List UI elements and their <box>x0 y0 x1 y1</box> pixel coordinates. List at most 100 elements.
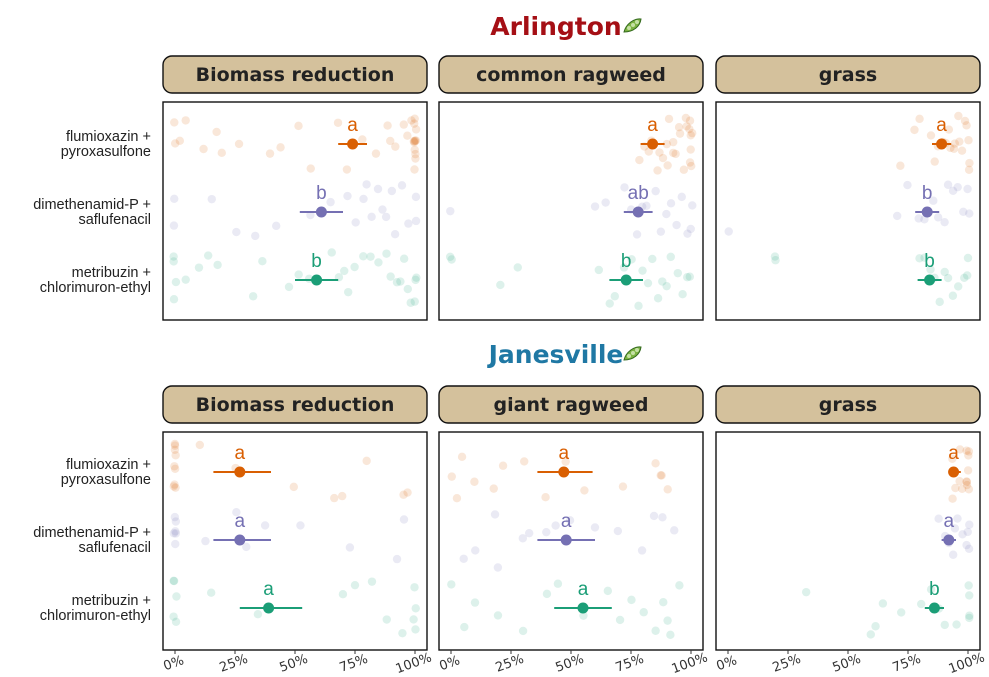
soybean-bean <box>631 23 635 27</box>
data-point <box>651 459 660 468</box>
data-point <box>643 278 653 288</box>
data-point <box>373 184 383 194</box>
data-point <box>409 137 419 146</box>
data-point <box>686 161 696 171</box>
significance-letter: a <box>347 115 358 136</box>
data-point <box>410 138 419 147</box>
data-point <box>926 131 936 140</box>
data-point <box>964 581 973 590</box>
data-point <box>638 266 647 275</box>
data-point <box>333 118 343 127</box>
data-point <box>294 121 303 131</box>
data-point <box>169 257 178 266</box>
data-point <box>520 457 529 466</box>
data-point <box>662 281 671 291</box>
data-point <box>642 201 651 211</box>
site-title: Janesville <box>487 340 624 369</box>
data-point <box>446 206 455 216</box>
data-point <box>963 271 972 280</box>
data-point <box>965 209 974 218</box>
data-point <box>351 218 360 227</box>
facet-strip-label: grass <box>819 394 877 416</box>
data-point <box>406 298 415 307</box>
data-point <box>601 198 610 207</box>
data-point <box>296 521 305 530</box>
data-point <box>933 213 943 222</box>
data-point <box>649 511 659 521</box>
data-point <box>964 544 974 554</box>
significance-letter: a <box>235 443 246 464</box>
data-point <box>605 299 614 308</box>
data-point <box>662 209 671 219</box>
facet-strip-label: Biomass reduction <box>196 64 395 86</box>
y-tick-line: dimethenamid-P + <box>33 525 151 541</box>
data-point <box>962 446 971 455</box>
facet-strip-label: giant ragweed <box>494 394 649 416</box>
data-point <box>964 485 974 494</box>
data-point <box>399 120 408 129</box>
y-tick-label: metribuzin + chlorimuron-ethyl <box>40 593 151 624</box>
data-point <box>170 462 179 471</box>
data-point <box>171 529 181 538</box>
data-point <box>683 272 692 282</box>
y-tick-line: saflufenacil <box>78 212 151 228</box>
data-point <box>378 205 387 214</box>
mean-point <box>936 138 948 150</box>
data-point <box>664 114 674 124</box>
soybean-bean <box>627 354 631 358</box>
data-point <box>627 255 636 264</box>
mean-point <box>234 534 246 546</box>
data-point <box>350 262 359 272</box>
data-point <box>590 202 600 211</box>
panel-frame <box>438 101 704 321</box>
data-point <box>272 221 281 231</box>
data-point <box>330 493 339 503</box>
data-point <box>940 267 949 277</box>
data-point <box>948 550 958 559</box>
data-point <box>470 477 479 486</box>
data-point <box>685 158 695 167</box>
data-point <box>637 546 647 555</box>
data-point <box>639 608 648 617</box>
data-point <box>964 165 974 175</box>
data-point <box>403 488 412 497</box>
data-point <box>686 131 695 140</box>
data-point <box>170 439 180 449</box>
data-point <box>944 125 954 134</box>
data-point <box>452 494 462 503</box>
y-tick-line: pyroxasulfone <box>61 144 151 160</box>
data-point <box>362 456 371 466</box>
panel-frame <box>715 431 981 651</box>
data-point <box>955 476 964 486</box>
data-point <box>411 154 420 163</box>
data-point <box>367 577 377 586</box>
significance-letter: b <box>929 579 940 600</box>
data-point <box>404 219 413 228</box>
data-point <box>603 586 613 596</box>
data-point <box>871 622 880 631</box>
data-point <box>399 490 408 499</box>
data-point <box>910 125 919 135</box>
data-point <box>951 483 960 493</box>
data-point <box>409 615 418 624</box>
data-point <box>960 116 970 126</box>
data-point <box>962 477 971 486</box>
x-tick-label: 50% <box>278 652 310 676</box>
y-tick-line: pyroxasulfone <box>61 472 151 488</box>
data-point <box>679 165 689 174</box>
data-point <box>666 252 675 262</box>
data-point <box>620 183 629 192</box>
x-tick-label: 25% <box>771 652 803 676</box>
data-point <box>915 114 924 124</box>
data-point <box>345 543 355 552</box>
data-point <box>687 128 697 138</box>
data-point <box>681 113 691 123</box>
soybean-bean <box>635 348 639 352</box>
data-point <box>181 275 190 284</box>
soybean-icon <box>623 346 642 361</box>
data-point <box>940 620 949 630</box>
data-point <box>943 273 953 283</box>
data-point <box>950 139 960 148</box>
data-point <box>489 484 498 493</box>
data-point <box>374 258 383 267</box>
